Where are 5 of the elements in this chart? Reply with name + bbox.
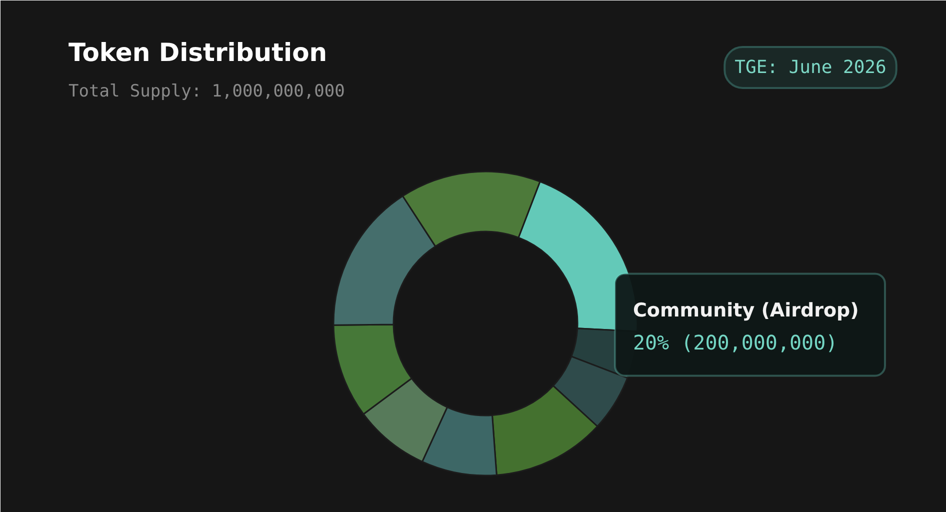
data-label: 20% (200,000,000)	[632, 330, 838, 355]
slice-label: Community (Airdrop)	[632, 300, 859, 322]
chart-title: Token Distribution	[68, 38, 328, 67]
chart-subtitle: Total Supply: 1,000,000,000	[68, 82, 345, 102]
text: TGE: June 2026	[734, 57, 886, 78]
